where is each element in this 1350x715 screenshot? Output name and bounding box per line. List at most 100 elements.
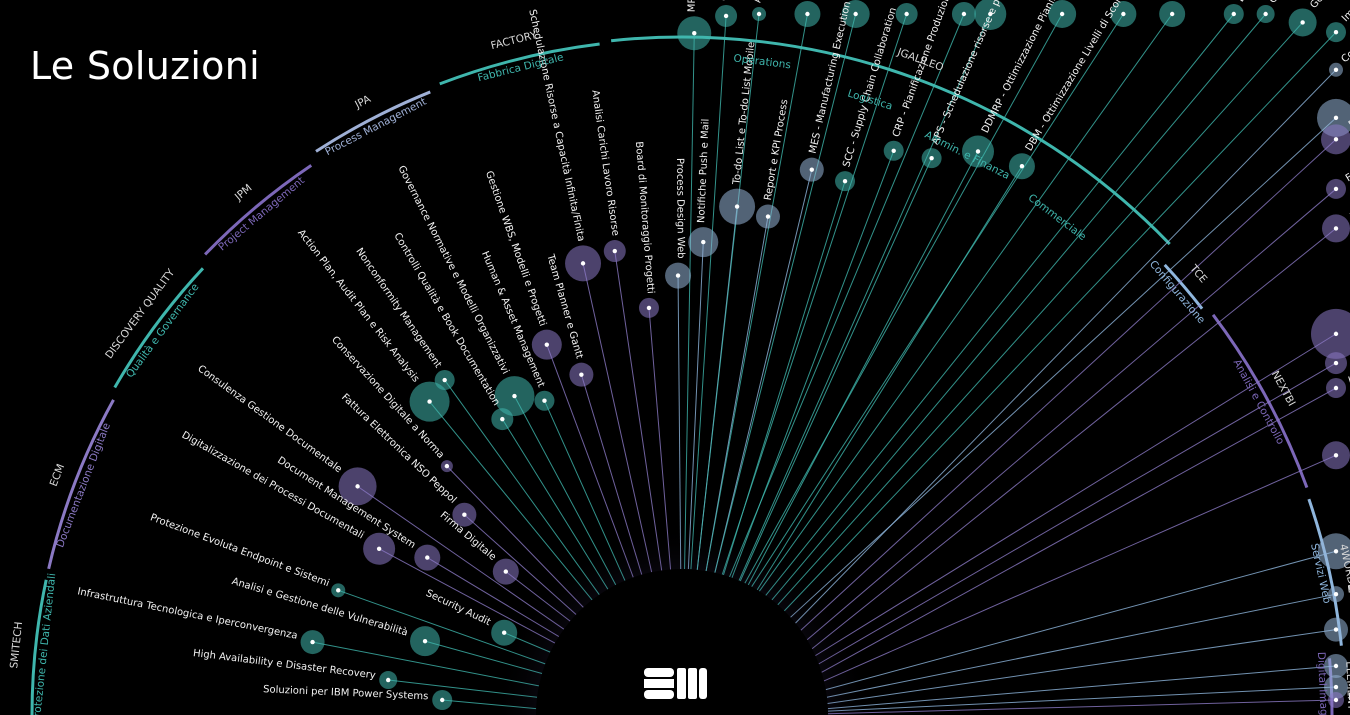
solution-dot (1333, 549, 1339, 554)
solution-dot (961, 11, 967, 17)
category-arc (203, 164, 313, 256)
solution-dot (503, 569, 509, 574)
solution-dot (1231, 11, 1236, 17)
connector-line (823, 454, 1337, 682)
solution-dot (1333, 186, 1339, 192)
category-subtitle: Qualità e Governance (124, 281, 202, 380)
connector-line (684, 33, 695, 570)
solution-label[interactable]: Tesoreria (1124, 0, 1156, 1)
solution-label[interactable]: Analisi Carichi Lavoro Risorse (589, 89, 620, 236)
solution-label[interactable]: Schedulazione Risorse a Capacità Infinit… (526, 8, 587, 242)
solution-dot (544, 342, 550, 347)
connector-line (818, 362, 1337, 665)
solution-dot (988, 11, 993, 17)
category-name[interactable]: NEXTBI (1269, 369, 1298, 408)
connector-line (687, 242, 704, 570)
solution-label[interactable]: Soluzioni per IBM Power Systems (263, 684, 429, 702)
solution-label[interactable]: Impianto Spesa Commerciale (1340, 0, 1350, 24)
solution-label[interactable]: Digitalizzazione dei Processi Documental… (180, 430, 366, 542)
solution-dot (675, 273, 681, 278)
category-arc (47, 399, 115, 570)
category-name[interactable]: JPA (352, 93, 373, 112)
solution-dot (723, 13, 729, 19)
connector-line (747, 151, 979, 586)
solution-dot (1333, 663, 1339, 669)
solution-dot (500, 416, 505, 422)
solution-label[interactable]: Gestione Commessa (719, 0, 736, 1)
solution-label[interactable]: MRP (687, 0, 698, 12)
solution-dot (842, 178, 848, 184)
solution-dot (809, 167, 814, 172)
jgalileo-subsection: Commerciale (1026, 192, 1089, 243)
category-name[interactable]: FACTORY (490, 29, 539, 52)
solution-dot (1333, 591, 1339, 597)
solution-dot (904, 11, 909, 17)
solution-label[interactable]: Portali Web B2B (1347, 575, 1350, 596)
connector-line (729, 13, 965, 578)
connector-line (614, 250, 663, 571)
solution-dot (891, 148, 896, 153)
connector-lines (312, 13, 1337, 715)
solution-dot (1169, 11, 1175, 17)
connector-line (800, 138, 1337, 631)
connector-line (744, 13, 1063, 584)
category-subtitle: Process Management (323, 96, 428, 159)
connector-line (821, 387, 1337, 673)
solution-dot (1121, 11, 1126, 17)
solution-label[interactable]: Gestione Casse (1308, 0, 1350, 11)
solution-dot (1300, 20, 1305, 25)
solution-bubble[interactable] (1311, 308, 1350, 359)
solution-dot (422, 638, 428, 644)
jgalileo-subsection: Operations (733, 52, 792, 71)
solution-dot (376, 546, 382, 551)
solution-label[interactable]: Security Audit (424, 588, 492, 628)
category-name[interactable]: ECM (48, 462, 67, 488)
category-subtitle: Documentazione Digitale (54, 421, 113, 549)
solution-dot (1333, 331, 1339, 337)
solution-dot (336, 588, 341, 593)
solution-dot (612, 248, 617, 254)
connector-line (826, 593, 1337, 698)
solution-label[interactable]: Gestione Credito (1174, 0, 1228, 1)
connector-line (827, 686, 1337, 712)
connector-line (714, 13, 857, 573)
solution-label[interactable]: E-commerce (1348, 691, 1350, 703)
solution-label[interactable]: Process Design Web (674, 158, 686, 259)
solution-dot (1333, 360, 1339, 366)
solution-label[interactable]: Board di Monitoraggio Progetti (633, 141, 656, 294)
category-arc (30, 579, 48, 715)
solution-dot (501, 630, 507, 635)
category-arc (315, 90, 431, 153)
connector-line (582, 263, 653, 573)
connector-line (690, 15, 727, 570)
solution-dot (1333, 29, 1339, 35)
connector-line (795, 69, 1337, 624)
solution-dot (805, 11, 810, 17)
solution-dot (1333, 684, 1339, 690)
category-name[interactable]: JPM (232, 182, 255, 204)
solution-label[interactable]: Acquisti e Conto Lavoro (752, 0, 775, 3)
connector-line (811, 228, 1337, 650)
solution-dot (1333, 385, 1339, 391)
connector-line (777, 22, 1304, 606)
connector-line (790, 117, 1337, 618)
solution-dot (1333, 453, 1339, 458)
solution-dot (310, 639, 315, 645)
solution-dot (512, 393, 517, 399)
connector-line (765, 13, 1235, 596)
solution-dot (542, 398, 547, 403)
solution-label[interactable]: Notifiche Push e Mail (696, 119, 712, 224)
solution-dot (1333, 115, 1339, 121)
category-name[interactable]: ELEMENT (1343, 661, 1350, 711)
category-name[interactable]: SMITECH (8, 621, 25, 669)
solution-bubbles (300, 0, 1350, 710)
solution-label[interactable]: Gestione WBS, Modelli e Progetti (483, 170, 548, 328)
connector-line (739, 157, 933, 582)
category-subtitle: Digital Image (1315, 652, 1330, 715)
solution-dot (765, 214, 771, 219)
connector-line (827, 629, 1337, 705)
connector-line (756, 165, 1023, 591)
connector-line (827, 699, 1337, 715)
solution-label[interactable]: High Availability e Disaster Recovery (192, 648, 376, 681)
solution-dot (1333, 137, 1339, 142)
